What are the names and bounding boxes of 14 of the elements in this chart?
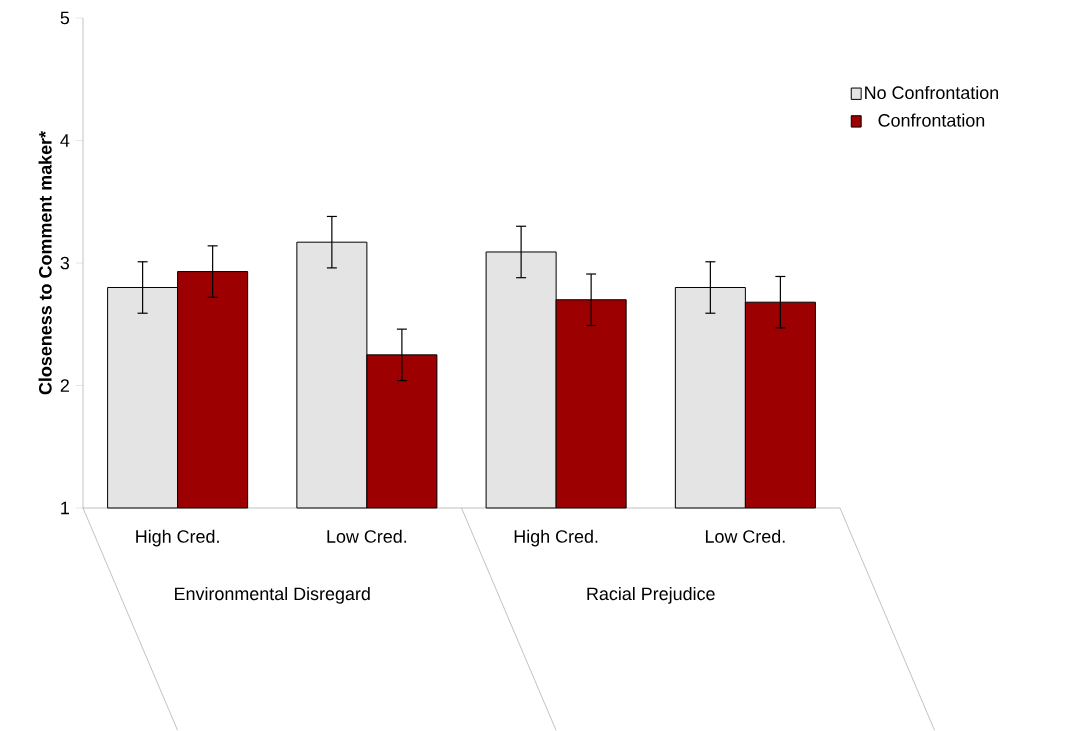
legend-label: No Confrontation (865, 86, 999, 100)
y-tick-label: 2 (60, 379, 69, 392)
y-axis-title: Closeness to Comment maker* (38, 131, 52, 395)
text: Environmental Disregard (175, 587, 370, 604)
legend-label: Confrontation (878, 113, 985, 127)
y-tick-label: 1 (61, 501, 69, 515)
x-tick-label: Low Cred. (705, 529, 785, 543)
y-tick-label: 5 (60, 11, 70, 25)
x-tick-label: High Cred. (514, 529, 598, 547)
text: Racial Prejudice (587, 587, 715, 604)
x-tick-label: Low Cred. (327, 529, 407, 543)
y-tick-label: 3 (60, 256, 70, 270)
y-tick-label: 4 (60, 134, 70, 147)
x-tick-label: High Cred. (136, 529, 219, 547)
